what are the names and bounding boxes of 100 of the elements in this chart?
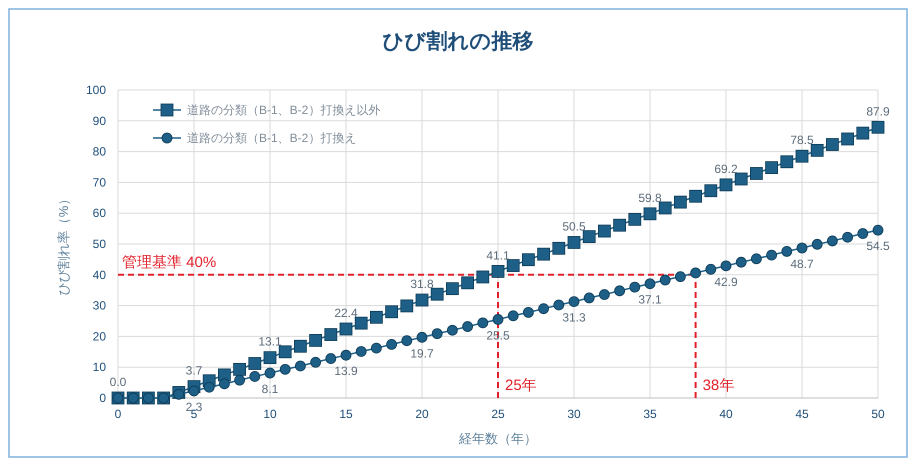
point	[477, 317, 488, 328]
point	[705, 264, 716, 275]
point	[354, 316, 368, 330]
point	[462, 321, 473, 332]
point	[294, 340, 307, 353]
point	[430, 288, 444, 301]
x-tick-label: 0	[114, 407, 122, 421]
data-label: 22.4	[334, 306, 358, 320]
point	[826, 138, 839, 151]
point	[461, 276, 474, 290]
point	[628, 212, 642, 226]
point	[750, 167, 763, 180]
data-label: 41.1	[486, 248, 510, 262]
point	[704, 184, 718, 198]
ref-line-label: 25年	[505, 377, 537, 394]
point	[356, 346, 367, 357]
data-label: 0.0	[110, 375, 127, 389]
point	[613, 218, 626, 232]
point	[173, 388, 184, 400]
point	[249, 371, 260, 382]
point	[432, 328, 443, 340]
point	[584, 292, 595, 304]
point	[734, 172, 748, 186]
x-tick-label: 25	[491, 407, 505, 421]
point	[582, 230, 596, 244]
point	[598, 224, 611, 238]
data-label: 37.1	[638, 292, 662, 307]
x-tick-label: 20	[415, 407, 429, 421]
y-tick-label: 70	[92, 175, 106, 190]
point	[675, 271, 686, 282]
point	[506, 259, 520, 272]
point	[446, 282, 459, 296]
y-axis-title: ひび割れ率（%）	[56, 192, 71, 296]
legend-label: 道路の分類（B-1、B-2）打換え	[187, 131, 356, 145]
chart-title: ひび割れの推移	[382, 29, 534, 53]
point	[599, 289, 610, 300]
legend-label: 道路の分類（B-1、B-2）打換え以外	[187, 103, 380, 117]
data-label: 19.7	[410, 346, 434, 360]
point	[552, 242, 566, 255]
y-tick-label: 40	[92, 268, 106, 282]
point	[812, 238, 823, 250]
point	[780, 155, 794, 168]
point	[188, 386, 200, 396]
y-tick-label: 20	[92, 329, 106, 344]
x-tick-label: 10	[263, 407, 277, 421]
data-label: 87.9	[866, 104, 890, 118]
data-label: 48.7	[790, 257, 814, 272]
point	[278, 345, 292, 358]
point	[872, 120, 884, 134]
point	[385, 305, 398, 318]
point	[568, 236, 580, 249]
point	[492, 265, 504, 278]
point	[538, 303, 549, 314]
y-tick-label: 0	[99, 391, 106, 405]
point	[264, 351, 276, 364]
x-tick-label: 50	[871, 407, 885, 421]
point	[537, 248, 550, 261]
data-label: 8.1	[262, 382, 279, 396]
point	[386, 339, 397, 350]
point	[781, 246, 792, 257]
x-tick-label: 30	[567, 407, 581, 421]
point	[674, 196, 687, 209]
y-tick-label: 90	[92, 114, 106, 128]
point	[751, 253, 762, 264]
data-label: 31.8	[410, 277, 434, 292]
point	[568, 296, 580, 307]
data-label: 78.5	[790, 133, 814, 148]
point	[872, 224, 884, 236]
point	[841, 132, 854, 146]
point	[660, 274, 671, 286]
point	[400, 300, 414, 312]
point	[340, 322, 352, 336]
data-label: 31.3	[562, 310, 586, 325]
point	[340, 350, 352, 361]
point	[810, 144, 824, 157]
data-label: 25.5	[486, 328, 510, 342]
data-label: 59.8	[638, 190, 662, 205]
point	[644, 207, 656, 220]
ref-line-label: 38年	[702, 377, 734, 394]
data-label: 13.9	[334, 364, 358, 378]
point	[658, 202, 672, 214]
point	[447, 324, 458, 336]
point	[233, 362, 246, 376]
point	[827, 236, 838, 246]
point	[295, 360, 306, 372]
data-label: 13.1	[258, 334, 282, 349]
point	[370, 310, 383, 324]
point	[416, 332, 428, 343]
point	[689, 190, 702, 203]
data-label: 69.2	[714, 162, 738, 176]
y-tick-label: 50	[92, 237, 106, 251]
point	[309, 334, 322, 347]
point	[690, 268, 701, 278]
point	[310, 356, 321, 368]
data-label: 50.5	[562, 219, 586, 234]
y-tick-label: 100	[86, 83, 106, 97]
y-tick-label: 80	[92, 144, 106, 159]
point	[720, 178, 732, 192]
y-tick-label: 30	[92, 298, 106, 313]
data-label: 54.5	[866, 239, 890, 254]
